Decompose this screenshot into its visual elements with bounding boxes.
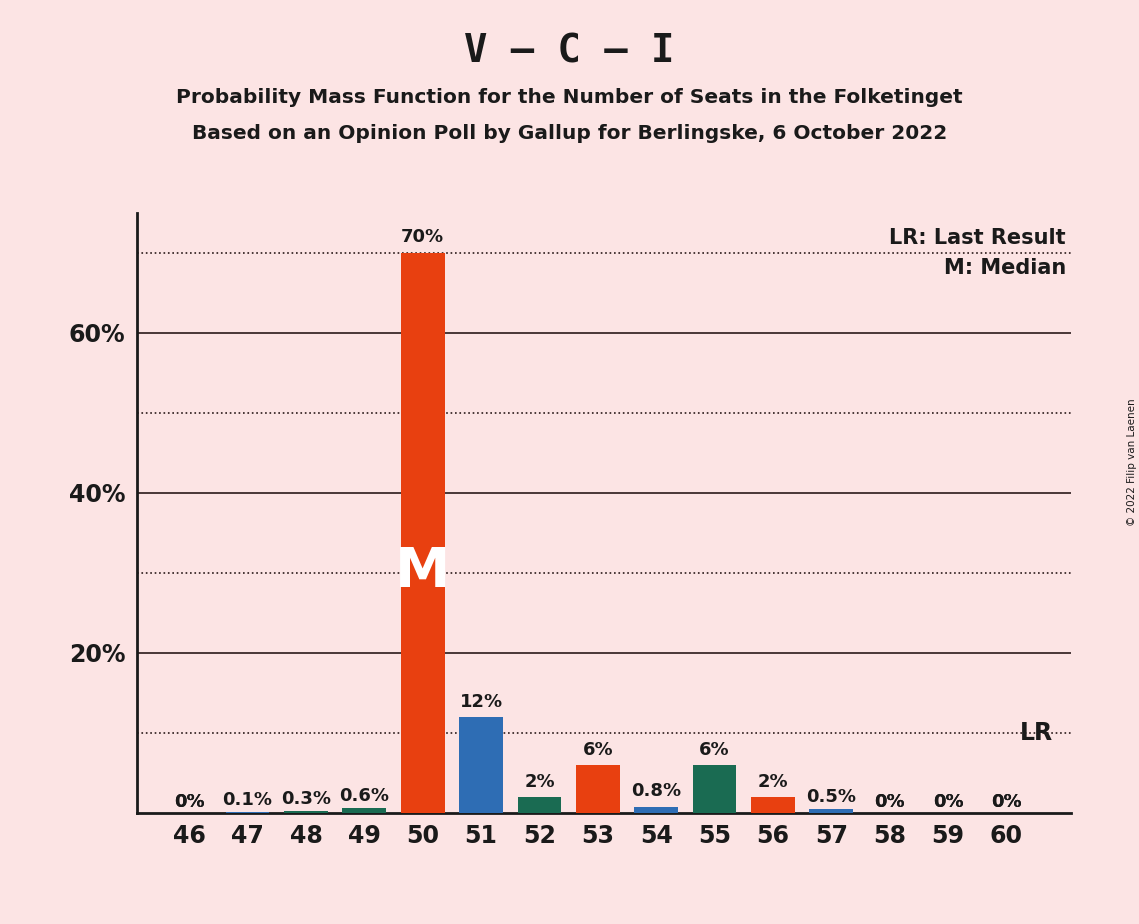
Bar xyxy=(284,810,328,813)
Text: 0%: 0% xyxy=(174,793,205,810)
Text: 0%: 0% xyxy=(991,793,1022,810)
Text: 0%: 0% xyxy=(875,793,906,810)
Bar xyxy=(576,765,620,813)
Text: Probability Mass Function for the Number of Seats in the Folketinget: Probability Mass Function for the Number… xyxy=(177,88,962,107)
Text: 0.6%: 0.6% xyxy=(339,787,390,805)
Text: V – C – I: V – C – I xyxy=(465,32,674,70)
Bar xyxy=(751,797,795,813)
Bar xyxy=(693,765,737,813)
Text: LR: Last Result: LR: Last Result xyxy=(890,227,1066,248)
Bar xyxy=(401,252,444,813)
Text: M: Median: M: Median xyxy=(944,258,1066,277)
Text: 0%: 0% xyxy=(174,793,205,810)
Bar xyxy=(810,809,853,813)
Bar xyxy=(634,807,678,813)
Text: 0.5%: 0.5% xyxy=(806,788,857,806)
Text: LR: LR xyxy=(1021,721,1054,745)
Text: 2%: 2% xyxy=(757,772,788,791)
Text: 0.1%: 0.1% xyxy=(222,791,272,809)
Text: © 2022 Filip van Laenen: © 2022 Filip van Laenen xyxy=(1126,398,1137,526)
Text: 0.8%: 0.8% xyxy=(631,783,681,800)
Bar xyxy=(343,808,386,813)
Bar xyxy=(517,797,562,813)
Text: Based on an Opinion Poll by Gallup for Berlingske, 6 October 2022: Based on an Opinion Poll by Gallup for B… xyxy=(191,124,948,143)
Text: 0%: 0% xyxy=(933,793,964,810)
Text: 0%: 0% xyxy=(991,793,1022,810)
Text: 2%: 2% xyxy=(524,772,555,791)
Text: 0.3%: 0.3% xyxy=(281,789,331,808)
Text: 6%: 6% xyxy=(699,741,730,759)
Text: 70%: 70% xyxy=(401,228,444,246)
Text: 0%: 0% xyxy=(875,793,906,810)
Text: 0%: 0% xyxy=(933,793,964,810)
Text: M: M xyxy=(395,545,450,599)
Text: 6%: 6% xyxy=(582,741,613,759)
Text: 12%: 12% xyxy=(459,693,502,711)
Bar xyxy=(459,717,503,813)
